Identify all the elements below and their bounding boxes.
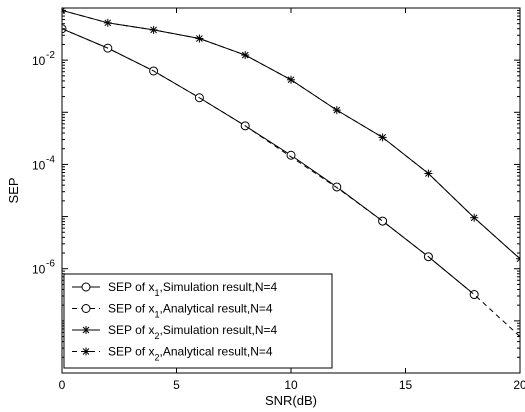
x-tick-label: 10: [284, 378, 298, 392]
star-stroke: [82, 326, 90, 334]
data-point: [286, 150, 296, 160]
star-stroke: [516, 255, 520, 260]
data-point: [82, 347, 90, 356]
star-stroke: [287, 76, 295, 84]
star-stroke: [62, 9, 66, 14]
legend-label: SEP of x1,Analytical result,N=4: [108, 302, 273, 320]
data-point: [195, 34, 204, 43]
series-layer: [62, 8, 520, 337]
x-tick-label: 0: [59, 378, 66, 392]
star-stroke: [82, 348, 90, 355]
legend-box: [63, 273, 333, 369]
data-point: [81, 304, 91, 313]
data-point: [516, 254, 520, 263]
series-2: [62, 28, 520, 337]
series-1: [62, 24, 479, 300]
star-stroke: [333, 106, 341, 114]
series-4: [62, 9, 520, 260]
star-stroke: [516, 258, 520, 263]
data-point: [332, 182, 342, 192]
legend-entry: SEP of x1,Analytical result,N=4: [72, 302, 273, 320]
data-point: [287, 75, 295, 84]
series-3: [62, 8, 520, 263]
data-point: [332, 106, 341, 115]
x-tick-label: 20: [513, 378, 525, 392]
y-tick-label: 10: [32, 263, 46, 277]
y-tick-exponent: -2: [46, 50, 55, 61]
y-tick-label: 10: [32, 158, 46, 172]
legend: SEP of x1,Simulation result,N=4 SEP of x1…: [63, 273, 333, 369]
y-tick-exponent: -4: [46, 154, 55, 165]
series-line: [62, 9, 520, 260]
series-line: [62, 9, 520, 260]
x-tick-label: 5: [173, 378, 180, 392]
legend-entry: SEP of x1,Simulation result,N=4: [72, 280, 278, 298]
legend-entry: SEP of x2,Simulation result,N=4: [72, 323, 278, 341]
star-stroke: [379, 134, 386, 141]
legend-entry: SEP of x2,Analytical result,N=4: [72, 345, 273, 363]
y-tick-label: 10: [32, 54, 46, 68]
x-tick-label: 15: [399, 378, 413, 392]
data-point: [81, 282, 91, 292]
data-point: [82, 326, 90, 334]
series-line: [62, 28, 475, 295]
x-axis-label: SNR(dB): [265, 393, 317, 408]
y-axis-label: SEP: [6, 177, 21, 203]
legend-label: SEP of x2,Analytical result,N=4: [108, 345, 273, 363]
legend-label: SEP of x1,Simulation result,N=4: [108, 280, 278, 298]
y-tick-exponent: -6: [46, 259, 55, 270]
legend-label: SEP of x2,Simulation result,N=4: [108, 323, 278, 341]
star-stroke: [196, 35, 203, 42]
series-line: [62, 28, 520, 337]
